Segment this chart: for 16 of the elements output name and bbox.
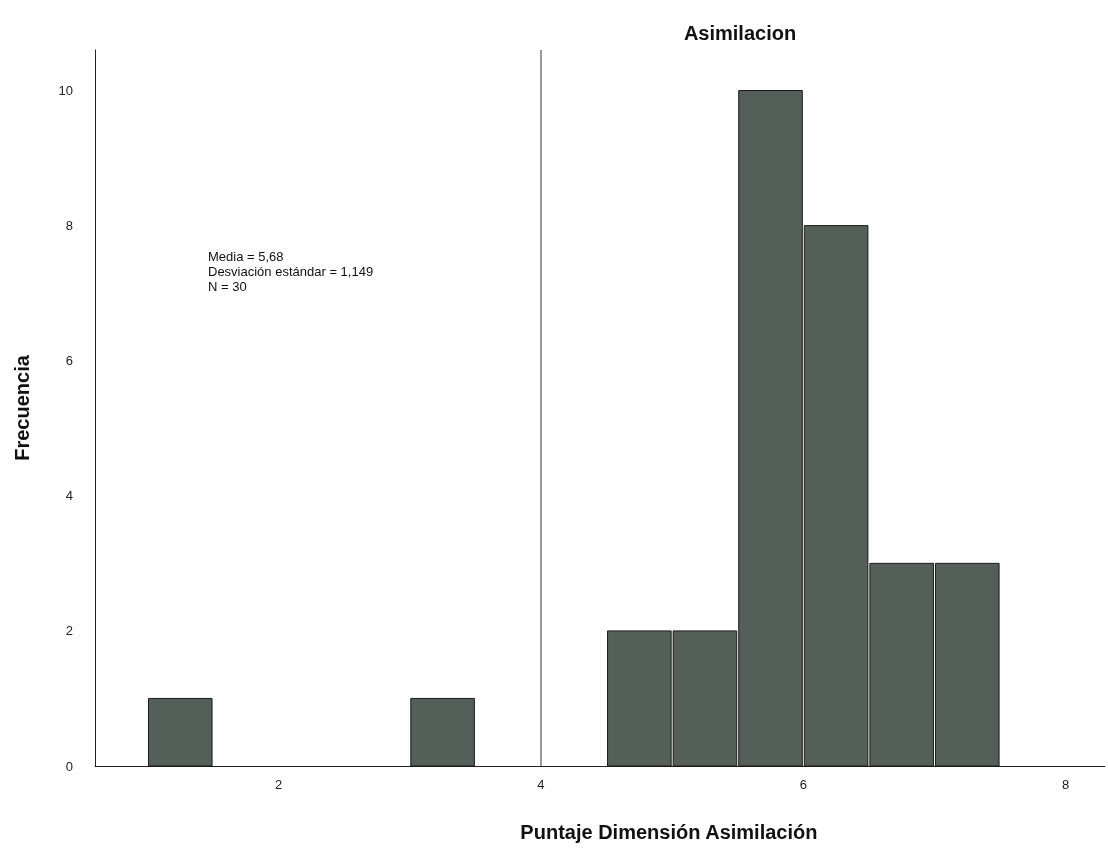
y-tick-label: 8 [65,218,73,234]
y-tick-label: 6 [65,353,73,369]
y-tick-label: 4 [65,488,73,504]
annotation: Media = 5,68 [208,249,284,264]
y-tick-label: 0 [65,758,73,774]
x-tick-label: 6 [799,777,807,792]
x-tick-label: 4 [537,777,545,792]
chart-title: Asimilacion [683,22,797,44]
x-tick-label: 2 [275,777,283,792]
y-tick-label: 2 [65,623,73,639]
y-tick-label: 10 [58,83,73,99]
y-axis-title: Frecuencia [11,354,33,461]
annotation: N = 30 [208,279,247,294]
x-tick-label: 8 [1062,777,1070,792]
annotation: Desviación estándar = 1,149 [208,264,374,279]
x-axis-title: Puntaje Dimensión Asimilación [520,821,818,843]
